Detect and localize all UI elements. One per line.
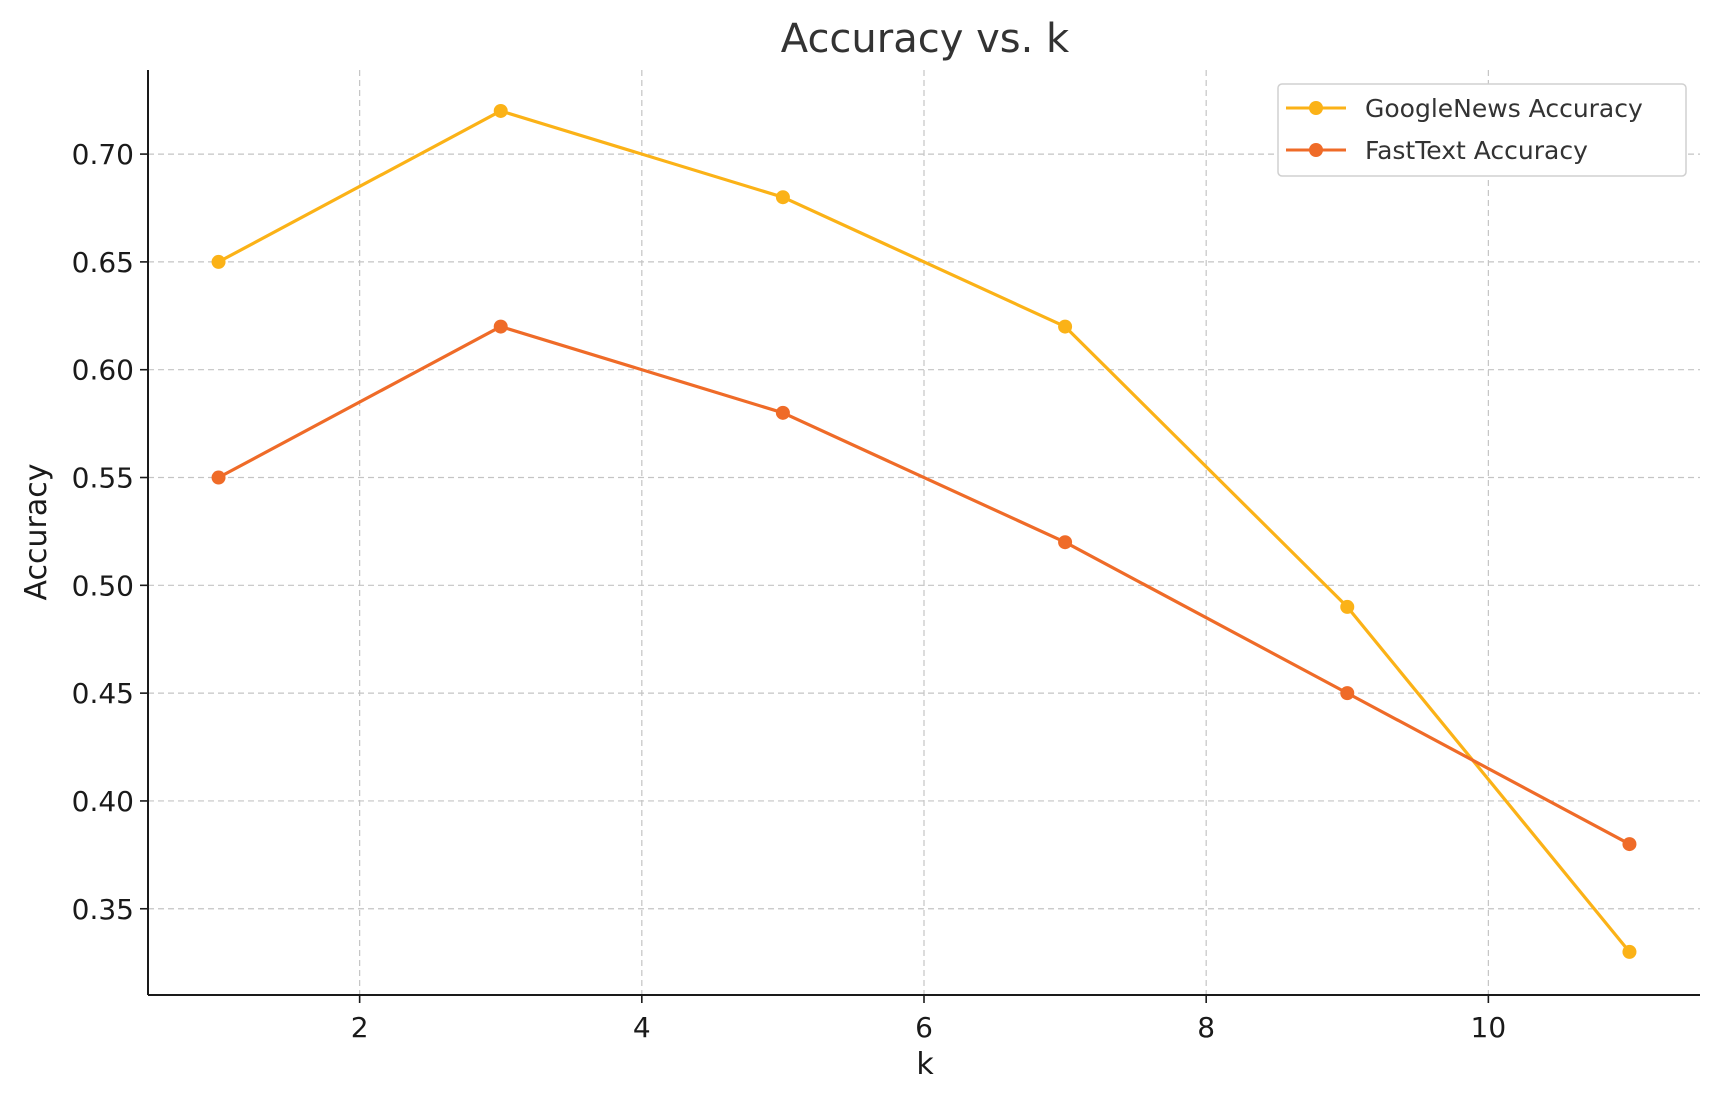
legend-label-fasttext: FastText Accuracy [1365, 136, 1588, 165]
y-tick-label: 0.60 [72, 354, 134, 387]
y-axis-label: Accuracy [19, 464, 54, 601]
legend-marker-fasttext [1309, 143, 1323, 157]
legend-label-googlenews: GoogleNews Accuracy [1365, 94, 1643, 123]
y-tick-label: 0.65 [72, 246, 134, 279]
series-line-googlenews [217, 109, 1631, 953]
x-tick-label: 4 [633, 1011, 651, 1044]
y-ticks: 0.35 0.40 0.45 0.50 0.55 0.60 0.65 0.70 [72, 138, 148, 926]
x-tick-label: 8 [1197, 1011, 1215, 1044]
y-tick-label: 0.55 [72, 462, 134, 495]
x-tick-label: 10 [1471, 1011, 1507, 1044]
data-point-fasttext [1622, 837, 1637, 852]
legend-marker-googlenews [1309, 101, 1323, 115]
data-point-fasttext [775, 405, 790, 420]
x-tick-label: 2 [351, 1011, 369, 1044]
data-point-googlenews [211, 254, 226, 269]
chart-title: Accuracy vs. k [781, 16, 1070, 62]
series-googlenews [211, 103, 1637, 959]
series-fasttext [211, 319, 1637, 852]
series-line-fasttext [217, 324, 1631, 846]
data-point-fasttext [493, 319, 508, 334]
data-point-googlenews [493, 103, 508, 118]
x-ticks: 2 4 6 8 10 [351, 995, 1506, 1044]
data-point-fasttext [1340, 686, 1355, 701]
data-point-fasttext [211, 470, 226, 485]
x-axis-label: k [916, 1047, 934, 1082]
y-tick-label: 0.35 [72, 893, 134, 926]
legend-frame [1277, 83, 1687, 177]
y-tick-label: 0.40 [72, 785, 134, 818]
y-tick-label: 0.45 [72, 677, 134, 710]
data-point-googlenews [1058, 319, 1073, 334]
data-point-googlenews [1340, 599, 1355, 614]
data-point-googlenews [775, 190, 790, 205]
legend: GoogleNews Accuracy FastText Accuracy [1277, 83, 1687, 177]
data-point-googlenews [1622, 944, 1637, 959]
x-tick-label: 6 [915, 1011, 933, 1044]
series-layer [211, 103, 1637, 959]
grid-lines [148, 70, 1700, 995]
y-tick-label: 0.70 [72, 138, 134, 171]
data-point-fasttext [1058, 535, 1073, 550]
y-tick-label: 0.50 [72, 569, 134, 602]
